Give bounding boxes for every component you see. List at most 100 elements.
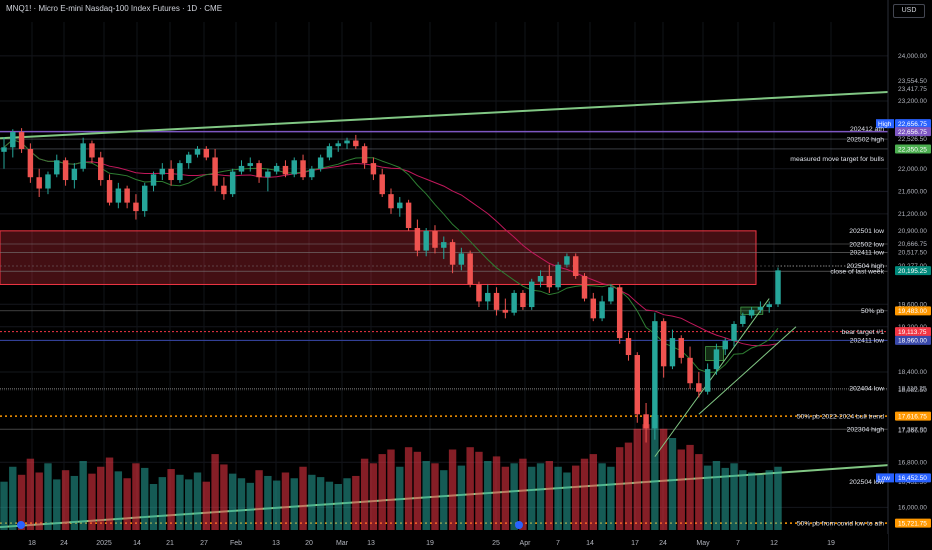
volume-bar	[563, 472, 571, 530]
event-marker	[515, 521, 523, 529]
volume-bar	[659, 428, 668, 530]
price-highlight-label: 22,656.75	[898, 129, 927, 136]
candle	[704, 369, 711, 392]
currency-button[interactable]: USD	[893, 4, 925, 18]
volume-bar	[167, 469, 175, 530]
volume-bar	[747, 472, 756, 530]
upper-trendline	[0, 90, 889, 140]
candle	[529, 281, 535, 308]
volume-bar	[202, 481, 210, 530]
volume-bar	[264, 475, 272, 530]
price-tick-label: 16,800.00	[898, 459, 927, 466]
time-tick-label: 20	[305, 540, 313, 547]
candle	[652, 321, 658, 429]
price-highlight-box	[895, 144, 931, 154]
candle	[590, 298, 597, 319]
volume-bar	[378, 454, 386, 530]
price-highlight-box	[895, 327, 931, 337]
time-tick-label: 12	[770, 540, 778, 547]
volume-bar	[61, 470, 70, 530]
level-price-label: 18,082.50	[898, 387, 927, 394]
volume-bar	[26, 458, 35, 530]
price-highlight-label: 22,656.75	[898, 121, 927, 128]
volume-bar	[35, 472, 43, 530]
price-highlight-label: 18,960.00	[898, 338, 927, 345]
candle	[168, 168, 174, 181]
volume-bar	[413, 451, 422, 530]
candle	[520, 292, 526, 308]
candle	[564, 256, 570, 265]
price-highlight-box	[895, 119, 931, 129]
candle	[326, 146, 333, 158]
volume-bar	[70, 475, 79, 530]
volume-bar	[255, 470, 263, 530]
candle	[458, 253, 465, 265]
support-trendline	[698, 326, 797, 415]
candle	[256, 163, 262, 178]
candle	[748, 309, 755, 316]
level-price-label: 17,387.00	[898, 426, 927, 433]
level-price-label: 22,526.50	[898, 136, 927, 143]
candle	[62, 160, 69, 181]
volume-bar	[756, 474, 765, 530]
candle	[98, 157, 104, 181]
candle	[722, 340, 728, 350]
candle	[696, 383, 702, 392]
time-axis	[0, 534, 888, 550]
candle	[18, 132, 25, 149]
candle	[317, 157, 324, 169]
volume-bar	[739, 470, 747, 530]
level-price-label: 16,452.50	[898, 479, 927, 486]
candle	[599, 301, 605, 319]
candle	[766, 304, 772, 308]
chart-annotation: bear target #1	[842, 329, 885, 336]
candle	[115, 188, 122, 203]
price-highlight-box	[895, 306, 931, 316]
volume-bar	[325, 481, 334, 530]
volume-bar	[651, 415, 659, 530]
volume-bar	[88, 473, 96, 530]
time-tick-label: Feb	[230, 540, 242, 547]
volume-bar	[387, 449, 395, 530]
volume-bar	[492, 456, 501, 530]
candle	[291, 160, 297, 175]
volume-bar	[352, 475, 360, 530]
time-tick-label: 18	[28, 540, 36, 547]
volume-bar	[730, 463, 738, 530]
level-price-label: 18,110.25	[898, 386, 927, 393]
event-marker	[17, 521, 25, 529]
time-tick-label: 7	[556, 540, 560, 547]
price-highlight-label: 16,452.50	[898, 475, 927, 482]
price-highlight-label: 19,113.75	[898, 329, 927, 336]
volume-bar	[404, 447, 413, 530]
candle	[379, 174, 385, 195]
candle	[247, 163, 253, 166]
candle	[616, 287, 623, 339]
candle	[80, 143, 86, 169]
volume-bar	[97, 466, 105, 530]
price-tick-label: 23,200.00	[898, 98, 927, 105]
volume-bar	[141, 467, 149, 530]
level-price-label: 20,517.50	[898, 250, 927, 257]
volume-bar	[246, 482, 254, 530]
time-tick-label: 13	[367, 540, 375, 547]
time-tick-label: Mar	[336, 540, 349, 547]
chart-annotation: close of last week	[830, 268, 884, 275]
candle	[414, 228, 421, 251]
candle	[142, 185, 148, 212]
price-tick-label: 22,000.00	[898, 166, 927, 173]
volume-bar	[457, 465, 466, 530]
price-tick-label: 19,600.00	[898, 301, 927, 308]
volume-bar	[193, 472, 202, 530]
chart-annotation: 202501 low	[849, 228, 884, 235]
candle	[449, 242, 456, 265]
volume-bar	[272, 480, 281, 530]
candle	[370, 163, 377, 175]
candle	[353, 140, 359, 147]
candle	[581, 276, 588, 299]
chart-annotation: 202412 ath	[850, 126, 884, 133]
candle	[221, 185, 227, 195]
chart-annotation: 202404 low	[849, 386, 884, 393]
volume-bar	[615, 447, 624, 530]
